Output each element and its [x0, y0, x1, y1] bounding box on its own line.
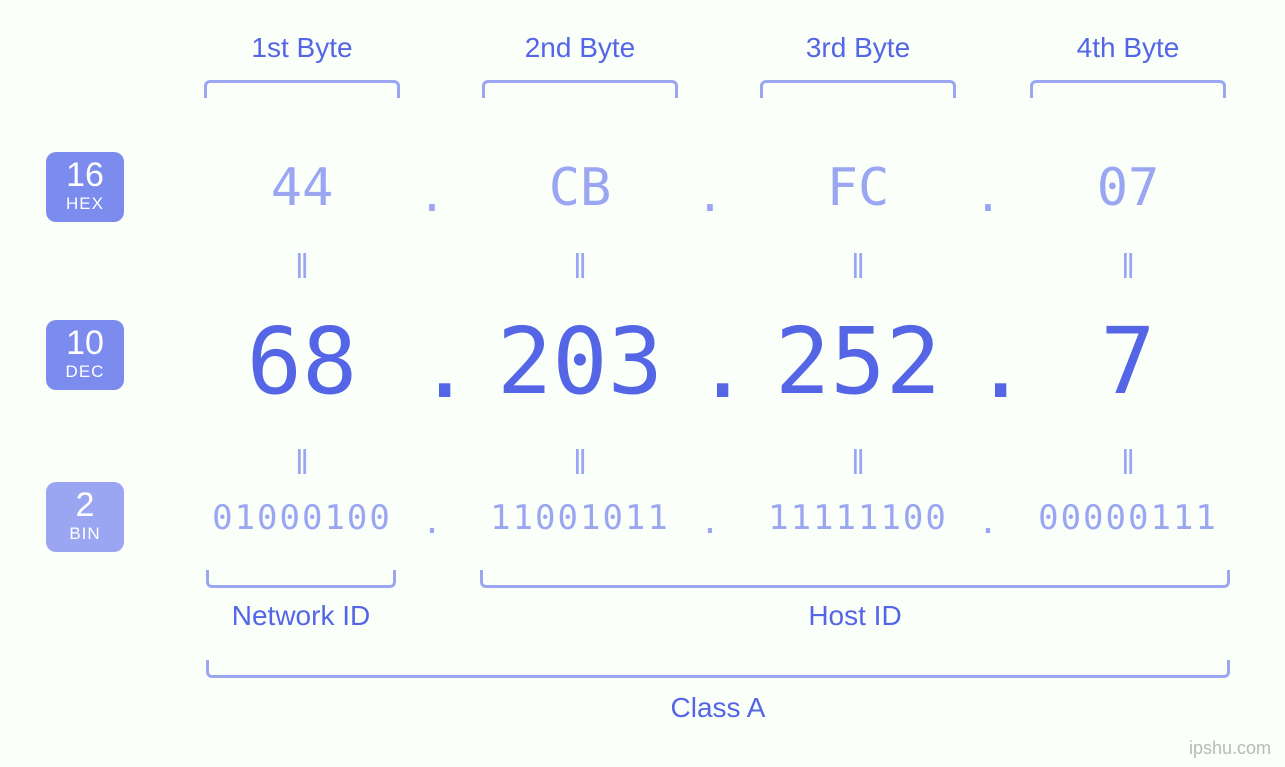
badge-bin-num: 2 — [46, 488, 124, 522]
dec-byte-2: 203 — [465, 308, 695, 415]
bin-dot-1: . — [417, 502, 447, 542]
ip-representation-diagram: 16 HEX 10 DEC 2 BIN 1st Byte 2nd Byte 3rd … — [0, 0, 1285, 767]
network-id-label: Network ID — [206, 600, 396, 632]
equals-connector: ǁ — [282, 444, 322, 483]
bin-byte-1: 01000100 — [182, 498, 422, 538]
dec-dot-1: . — [417, 312, 447, 419]
equals-connector: ǁ — [838, 444, 878, 483]
class-label: Class A — [206, 692, 1230, 724]
host-id-label: Host ID — [480, 600, 1230, 632]
byte-label-1: 1st Byte — [202, 32, 402, 64]
network-id-bracket — [206, 570, 396, 588]
badge-bin-label: BIN — [46, 524, 124, 544]
byte-bracket-3 — [760, 80, 956, 98]
byte-bracket-1 — [204, 80, 400, 98]
hex-dot-2: . — [695, 168, 725, 222]
byte-label-3: 3rd Byte — [758, 32, 958, 64]
badge-hex-label: HEX — [46, 194, 124, 214]
badge-dec-label: DEC — [46, 362, 124, 382]
hex-byte-1: 44 — [202, 158, 402, 218]
bin-byte-2: 11001011 — [460, 498, 700, 538]
bin-dot-3: . — [973, 502, 1003, 542]
dec-byte-4: 7 — [1013, 308, 1243, 415]
hex-byte-2: CB — [480, 158, 680, 218]
hex-dot-3: . — [973, 168, 1003, 222]
bin-byte-3: 11111100 — [738, 498, 978, 538]
host-id-bracket — [480, 570, 1230, 588]
bin-dot-2: . — [695, 502, 725, 542]
bin-byte-4: 00000111 — [1008, 498, 1248, 538]
byte-label-4: 4th Byte — [1028, 32, 1228, 64]
dec-dot-3: . — [973, 312, 1003, 419]
class-bracket — [206, 660, 1230, 678]
byte-label-2: 2nd Byte — [480, 32, 680, 64]
equals-connector: ǁ — [560, 444, 600, 483]
badge-bin: 2 BIN — [46, 482, 124, 552]
dec-dot-2: . — [695, 312, 725, 419]
hex-dot-1: . — [417, 168, 447, 222]
equals-connector: ǁ — [282, 248, 322, 287]
equals-connector: ǁ — [1108, 444, 1148, 483]
watermark: ipshu.com — [1189, 738, 1271, 759]
byte-bracket-2 — [482, 80, 678, 98]
equals-connector: ǁ — [838, 248, 878, 287]
dec-byte-3: 252 — [743, 308, 973, 415]
badge-hex-num: 16 — [46, 158, 124, 192]
badge-dec-num: 10 — [46, 326, 124, 360]
equals-connector: ǁ — [560, 248, 600, 287]
badge-hex: 16 HEX — [46, 152, 124, 222]
hex-byte-3: FC — [758, 158, 958, 218]
hex-byte-4: 07 — [1028, 158, 1228, 218]
badge-dec: 10 DEC — [46, 320, 124, 390]
equals-connector: ǁ — [1108, 248, 1148, 287]
byte-bracket-4 — [1030, 80, 1226, 98]
dec-byte-1: 68 — [187, 308, 417, 415]
